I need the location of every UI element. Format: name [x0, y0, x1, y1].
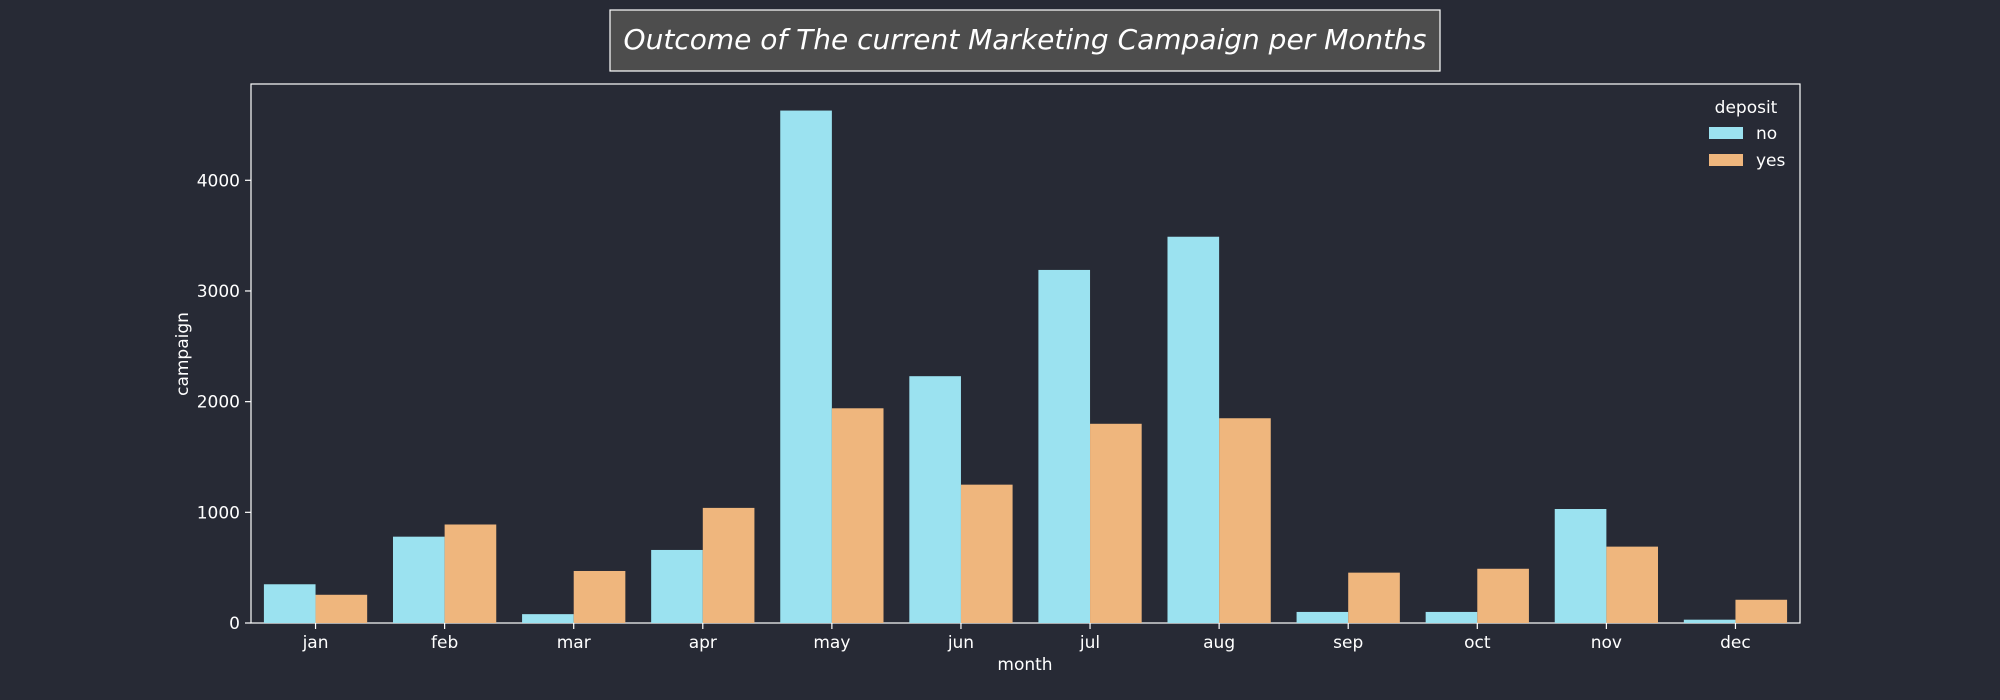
bar-yes-may [831, 408, 884, 623]
legend: deposit no yes [1709, 98, 1786, 171]
x-tick-label: may [813, 633, 850, 653]
y-tick-label: 0 [229, 614, 240, 634]
plot-area-frame [250, 83, 1801, 624]
bar-no-may [780, 110, 832, 624]
bar-no-feb [392, 536, 445, 623]
bar-no-apr [651, 549, 703, 623]
y-axis-label: campaign [173, 312, 193, 396]
x-tick-label: dec [1720, 633, 1751, 653]
bar-yes-jul [1090, 423, 1142, 623]
bar-yes-jun [960, 484, 1013, 623]
y-tick-label: 1000 [197, 503, 240, 523]
bar-no-nov [1554, 509, 1607, 623]
x-tick-label: jul [1079, 633, 1100, 653]
bar-no-oct [1425, 611, 1478, 623]
bar-yes-nov [1606, 546, 1659, 623]
y-tick-label: 4000 [197, 171, 240, 191]
x-axis-label: month [997, 655, 1052, 675]
x-tick-label: nov [1591, 633, 1622, 653]
bar-no-mar [522, 614, 574, 623]
x-tick-label: apr [689, 633, 717, 653]
x-tick-label: mar [557, 633, 591, 653]
bar-no-jan [263, 584, 316, 623]
chart-title-box: Outcome of The current Marketing Campaig… [609, 9, 1441, 72]
bar-yes-aug [1219, 418, 1271, 623]
bar-yes-apr [702, 507, 755, 623]
x-tick-label: feb [431, 633, 458, 653]
chart-title: Outcome of The current Marketing Campaig… [624, 23, 1427, 56]
x-tick-label: oct [1464, 633, 1491, 653]
x-tick-label: aug [1203, 633, 1235, 653]
y-axis: 0 1000 2000 3000 4000 [197, 171, 251, 634]
bar-no-jun [909, 376, 961, 623]
x-tick-label: jan [302, 633, 329, 653]
x-axis: jan feb mar apr may jun jul aug sep oct nov dec [302, 623, 1751, 653]
legend-items: no yes [1709, 124, 1786, 171]
x-tick-label: sep [1333, 633, 1363, 653]
x-tick-label: jun [947, 633, 974, 653]
bar-yes-oct [1477, 568, 1529, 623]
bar-no-jul [1038, 269, 1091, 623]
bar-yes-jan [315, 594, 368, 623]
bar-yes-dec [1735, 599, 1788, 623]
title-box-background [609, 9, 1441, 72]
y-tick-label: 2000 [197, 393, 240, 413]
bars-layer [263, 110, 1788, 624]
legend-title: deposit [1715, 98, 1778, 118]
legend-label-yes: yes [1756, 151, 1786, 171]
legend-swatch-no [1709, 127, 1743, 139]
bar-no-aug [1167, 236, 1220, 623]
bar-no-sep [1296, 611, 1349, 623]
bar-yes-mar [573, 570, 626, 623]
bar-no-dec [1683, 619, 1736, 623]
legend-swatch-yes [1709, 154, 1743, 166]
legend-label-no: no [1756, 124, 1777, 144]
bar-yes-sep [1348, 572, 1400, 623]
y-tick-label: 3000 [197, 282, 240, 302]
bar-yes-feb [444, 524, 497, 623]
